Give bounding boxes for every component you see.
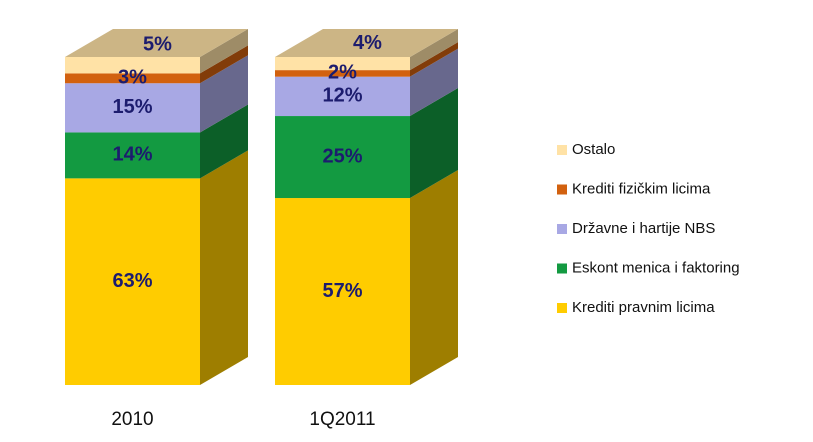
value-label: 3% (118, 67, 147, 89)
bar-side (410, 42, 458, 77)
legend-swatch (557, 303, 567, 313)
bar-segment (275, 198, 410, 385)
bar-side (200, 150, 248, 385)
bar-segment (275, 116, 410, 199)
legend-label: Eskont menica i faktoring (572, 259, 740, 276)
bar-segment (275, 57, 410, 71)
bar-segment (65, 132, 200, 179)
x-tick-label: 1Q2011 (309, 409, 375, 430)
bar-segment (65, 57, 200, 74)
legend-swatch (557, 184, 567, 195)
bar-segment (65, 73, 200, 84)
value-label: 15% (112, 96, 152, 118)
value-label: 14% (112, 144, 152, 166)
bar-side (410, 88, 458, 199)
bar-side (410, 29, 458, 71)
value-label: 63% (112, 270, 152, 292)
value-label: 5% (143, 33, 172, 55)
legend-label: Krediti pravnim licima (572, 299, 715, 316)
bar-top (65, 29, 248, 57)
bar-side (200, 29, 248, 74)
legend-swatch (557, 145, 567, 155)
bar-side (200, 104, 248, 179)
value-label: 25% (322, 145, 362, 167)
bar-side (410, 48, 458, 117)
value-label: 12% (322, 85, 362, 107)
value-label: 4% (353, 32, 382, 54)
legend-swatch (557, 224, 567, 234)
legend-label: Državne i hartije NBS (572, 220, 715, 237)
bar-segment (275, 76, 410, 117)
value-label: 2% (328, 62, 357, 84)
value-label: 57% (322, 280, 362, 302)
bar-side (410, 170, 458, 385)
bar-top (275, 29, 458, 57)
legend-label: Krediti fizičkim licima (572, 180, 711, 197)
legend-label: Ostalo (572, 141, 615, 158)
x-tick-label: 2010 (111, 409, 153, 430)
bar-side (200, 55, 248, 133)
bar-segment (275, 70, 410, 77)
bar-side (200, 45, 248, 84)
bar-segment (65, 178, 200, 385)
legend-swatch (557, 263, 567, 274)
bar-segment (65, 83, 200, 133)
